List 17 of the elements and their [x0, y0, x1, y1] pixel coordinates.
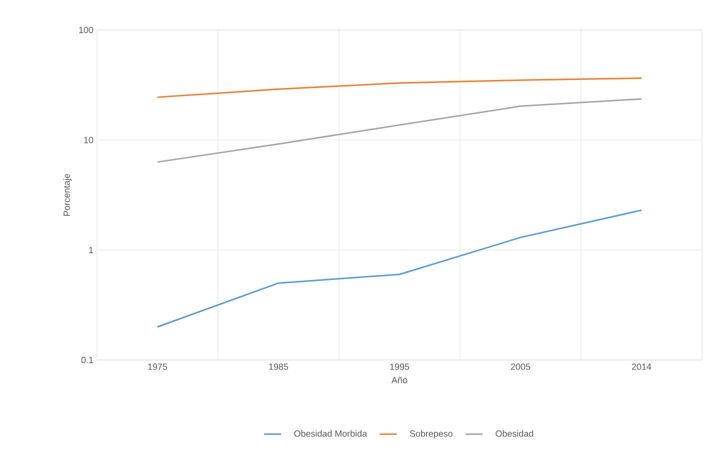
x-tick-label: 2005 — [510, 364, 530, 370]
y-tick-label: 1 — [89, 246, 94, 254]
legend-label: Obesidad — [496, 430, 534, 437]
line-series — [156, 98, 642, 163]
x-axis-title: Año — [392, 376, 408, 384]
x-tick-label: 1975 — [148, 364, 168, 370]
y-tick-label: 0.1 — [81, 356, 94, 364]
line-series — [156, 77, 642, 98]
y-axis-title: Porcentaje — [63, 174, 72, 216]
line-series — [156, 209, 642, 328]
y-tick-label: 10 — [84, 136, 94, 144]
x-tick-label: 1985 — [269, 364, 288, 370]
x-tick-label: 1995 — [390, 364, 410, 370]
x-tick-label: 2014 — [632, 364, 652, 370]
legend-label: Obesidad Morbida — [294, 430, 368, 437]
y-tick-label: 100 — [79, 26, 94, 34]
legend-label: Sobrepeso — [410, 430, 452, 439]
